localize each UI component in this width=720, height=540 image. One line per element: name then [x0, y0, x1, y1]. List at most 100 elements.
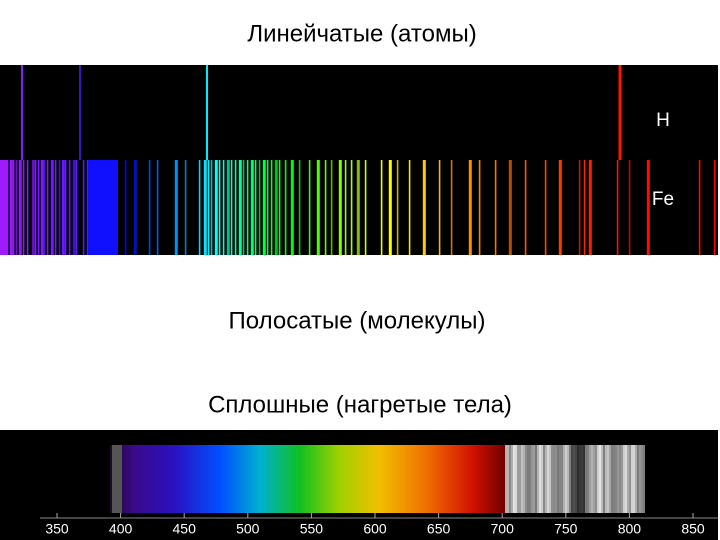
spectral-line	[207, 160, 210, 255]
gray-stripe	[511, 445, 513, 513]
spectral-line	[75, 160, 78, 255]
hydrogen-spectrum	[0, 65, 718, 160]
gray-stripe	[575, 445, 577, 513]
gray-stripe	[635, 445, 637, 513]
spectral-line	[246, 160, 249, 255]
spectral-line	[230, 160, 233, 255]
gray-stripe	[515, 445, 517, 513]
gray-stripe	[535, 445, 537, 513]
spectral-line	[438, 160, 441, 255]
spectral-line	[82, 160, 85, 255]
gray-stripe	[112, 445, 122, 513]
spectral-line	[290, 160, 294, 255]
gray-stripe	[569, 445, 571, 513]
spectral-line	[396, 160, 399, 255]
spectral-line	[266, 160, 269, 255]
gray-stripe	[517, 445, 519, 513]
spectral-line	[583, 160, 586, 255]
spectral-line	[156, 160, 159, 255]
spectral-line	[616, 160, 619, 255]
gray-stripe	[549, 445, 551, 513]
spectral-line	[88, 160, 118, 255]
spectral-line	[61, 160, 65, 255]
spectral-line	[22, 160, 25, 255]
spectral-line	[364, 160, 367, 255]
gray-stripe	[617, 445, 619, 513]
hydrogen-lines	[21, 65, 622, 160]
spectral-line	[713, 160, 716, 255]
gray-stripe	[623, 445, 625, 513]
scale-label: 450	[173, 521, 197, 537]
gray-stripe	[527, 445, 529, 513]
spectral-line	[284, 160, 287, 255]
gray-stripe	[555, 445, 557, 513]
wavelength-scale: 350 400 450 500 550 600 650 700 750 800 850	[40, 513, 718, 537]
scale-label: 400	[109, 521, 133, 537]
gray-stripe	[565, 445, 567, 513]
gray-stripe	[507, 445, 509, 513]
spectral-line	[274, 160, 278, 255]
spectral-line	[316, 160, 320, 255]
spectral-line	[344, 160, 347, 255]
spectral-line	[68, 160, 71, 255]
spectral-line	[262, 160, 266, 255]
gray-stripe	[587, 445, 589, 513]
spectral-line	[43, 160, 46, 255]
gray-stripe	[577, 445, 579, 513]
gray-stripe	[603, 445, 605, 513]
spectral-line	[37, 160, 40, 255]
spectral-line	[50, 160, 54, 255]
gray-stripe	[541, 445, 543, 513]
gray-stripe	[537, 445, 539, 513]
gray-stripe	[543, 445, 545, 513]
spectral-line	[618, 65, 622, 160]
gray-stripe	[611, 445, 613, 513]
spectral-line	[18, 160, 22, 255]
spectral-line	[133, 160, 137, 255]
gray-stripe	[605, 445, 607, 513]
gray-stripe	[521, 445, 523, 513]
iron-lines	[0, 160, 716, 255]
spectral-line	[494, 160, 497, 255]
gray-stripe	[601, 445, 603, 513]
spectral-line	[206, 65, 208, 160]
gray-stripe	[627, 445, 629, 513]
gray-stripe	[567, 445, 569, 513]
gray-stripe	[585, 445, 587, 513]
scale-label: 350	[45, 521, 69, 537]
spectral-line	[356, 160, 360, 255]
spectrum-label: H	[656, 110, 670, 131]
gray-stripe	[629, 445, 631, 513]
infrared-band	[112, 445, 645, 513]
spectral-line	[79, 65, 81, 160]
gray-stripe	[547, 445, 549, 513]
spectrum-label: Fe	[652, 189, 674, 210]
gray-stripe	[531, 445, 533, 513]
gray-stripe	[545, 445, 547, 513]
scale-label: 800	[618, 521, 642, 537]
gray-stripe	[633, 445, 635, 513]
spectral-line	[31, 160, 35, 255]
spectral-line	[388, 160, 392, 255]
spectral-line	[698, 160, 701, 255]
gray-stripe	[523, 445, 525, 513]
spectral-line	[222, 160, 225, 255]
spectral-line	[330, 160, 333, 255]
gray-stripe	[609, 445, 611, 513]
spectral-line	[250, 160, 254, 255]
spectral-line	[324, 160, 327, 255]
gray-stripe	[571, 445, 573, 513]
spectral-line	[508, 160, 512, 255]
gray-stripe	[561, 445, 563, 513]
spectral-line	[234, 160, 237, 255]
gray-stripe	[579, 445, 581, 513]
spectral-line	[308, 160, 311, 255]
spectral-line	[380, 160, 383, 255]
gray-stripe	[607, 445, 609, 513]
spectral-line	[15, 160, 18, 255]
spectral-line	[270, 160, 273, 255]
spectral-line	[238, 160, 242, 255]
gray-stripe	[597, 445, 599, 513]
spectral-line	[408, 160, 411, 255]
gray-stripe	[513, 445, 515, 513]
